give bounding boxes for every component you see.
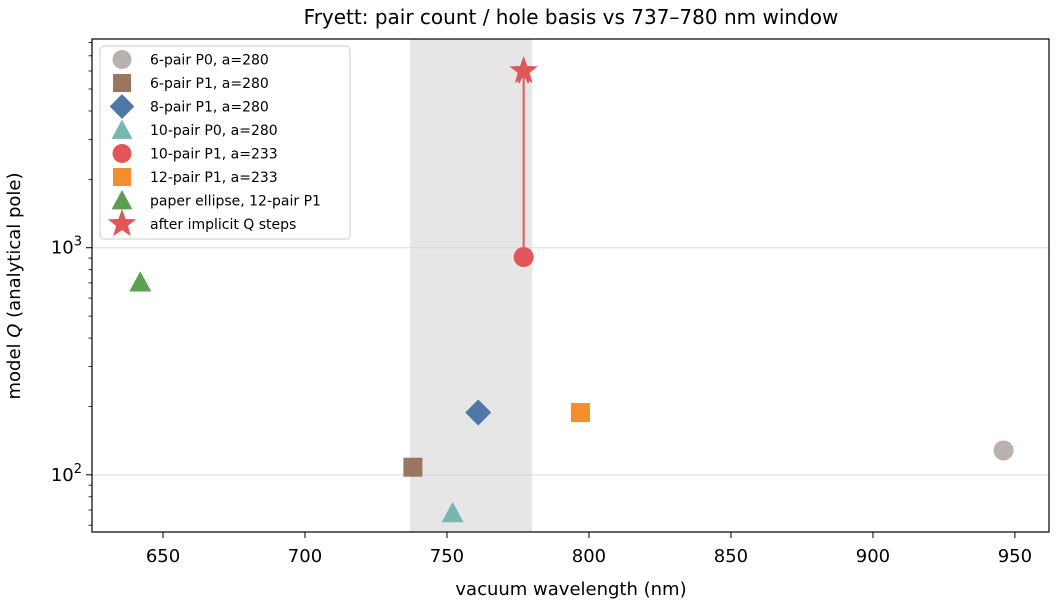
axes-frame xyxy=(91,38,1050,533)
data-point xyxy=(513,247,534,268)
legend-marker xyxy=(109,94,135,119)
legend-label: 6-pair P0, a=280 xyxy=(150,53,269,69)
x-tick-label: 850 xyxy=(714,546,748,567)
y-tick-exponent: 3 xyxy=(74,235,82,250)
data-point xyxy=(509,56,538,84)
legend-label: 10-pair P0, a=280 xyxy=(150,123,278,139)
x-axis-label: vacuum wavelength (nm) xyxy=(455,579,686,600)
legend-marker xyxy=(107,209,137,237)
x-tick-label: 650 xyxy=(146,546,180,567)
data-point xyxy=(570,403,590,423)
y-tick-base: 10 xyxy=(51,238,74,259)
x-tick-label: 900 xyxy=(856,546,890,567)
legend-marker xyxy=(111,190,133,210)
legend-label: 10-pair P1, a=233 xyxy=(150,147,278,163)
legend-label: 6-pair P1, a=280 xyxy=(150,76,269,92)
y-tick-exponent: 2 xyxy=(74,462,82,477)
x-tick-label: 700 xyxy=(288,546,322,567)
y-tick-label: 102 xyxy=(51,462,82,486)
x-tick-label: 950 xyxy=(998,546,1032,567)
x-tick-label: 750 xyxy=(430,546,464,567)
data-point xyxy=(993,440,1014,461)
legend-label: 12-pair P1, a=233 xyxy=(150,170,278,186)
chart-title: Fryett: pair count / hole basis vs 737–7… xyxy=(304,5,839,29)
data-point xyxy=(403,457,423,477)
x-tick-label: 800 xyxy=(572,546,606,567)
y-tick-base: 10 xyxy=(51,465,74,486)
data-point xyxy=(441,501,464,523)
legend-label: after implicit Q steps xyxy=(150,217,296,233)
data-point xyxy=(465,399,492,426)
legend-label: 8-pair P1, a=280 xyxy=(150,100,269,116)
y-axis-label-symbol: Q xyxy=(4,324,25,338)
legend-marker xyxy=(111,119,133,139)
y-axis-label-suffix: (analytical pole) xyxy=(4,172,25,323)
y-axis-label-prefix: model xyxy=(4,338,25,400)
legend-label: paper ellipse, 12-pair P1 xyxy=(150,194,321,210)
y-tick-label: 103 xyxy=(51,235,82,259)
legend-marker xyxy=(112,144,132,163)
legend-marker xyxy=(112,167,132,187)
y-axis-label: model Q (analytical pole) xyxy=(4,172,25,399)
legend: 6-pair P0, a=280 6-pair P1, a=280 8-pair P… xyxy=(99,45,351,240)
legend-marker xyxy=(112,50,132,69)
legend-marker xyxy=(112,73,132,93)
legend-box xyxy=(99,45,351,240)
data-point xyxy=(129,271,152,292)
target-window-band xyxy=(410,39,533,532)
